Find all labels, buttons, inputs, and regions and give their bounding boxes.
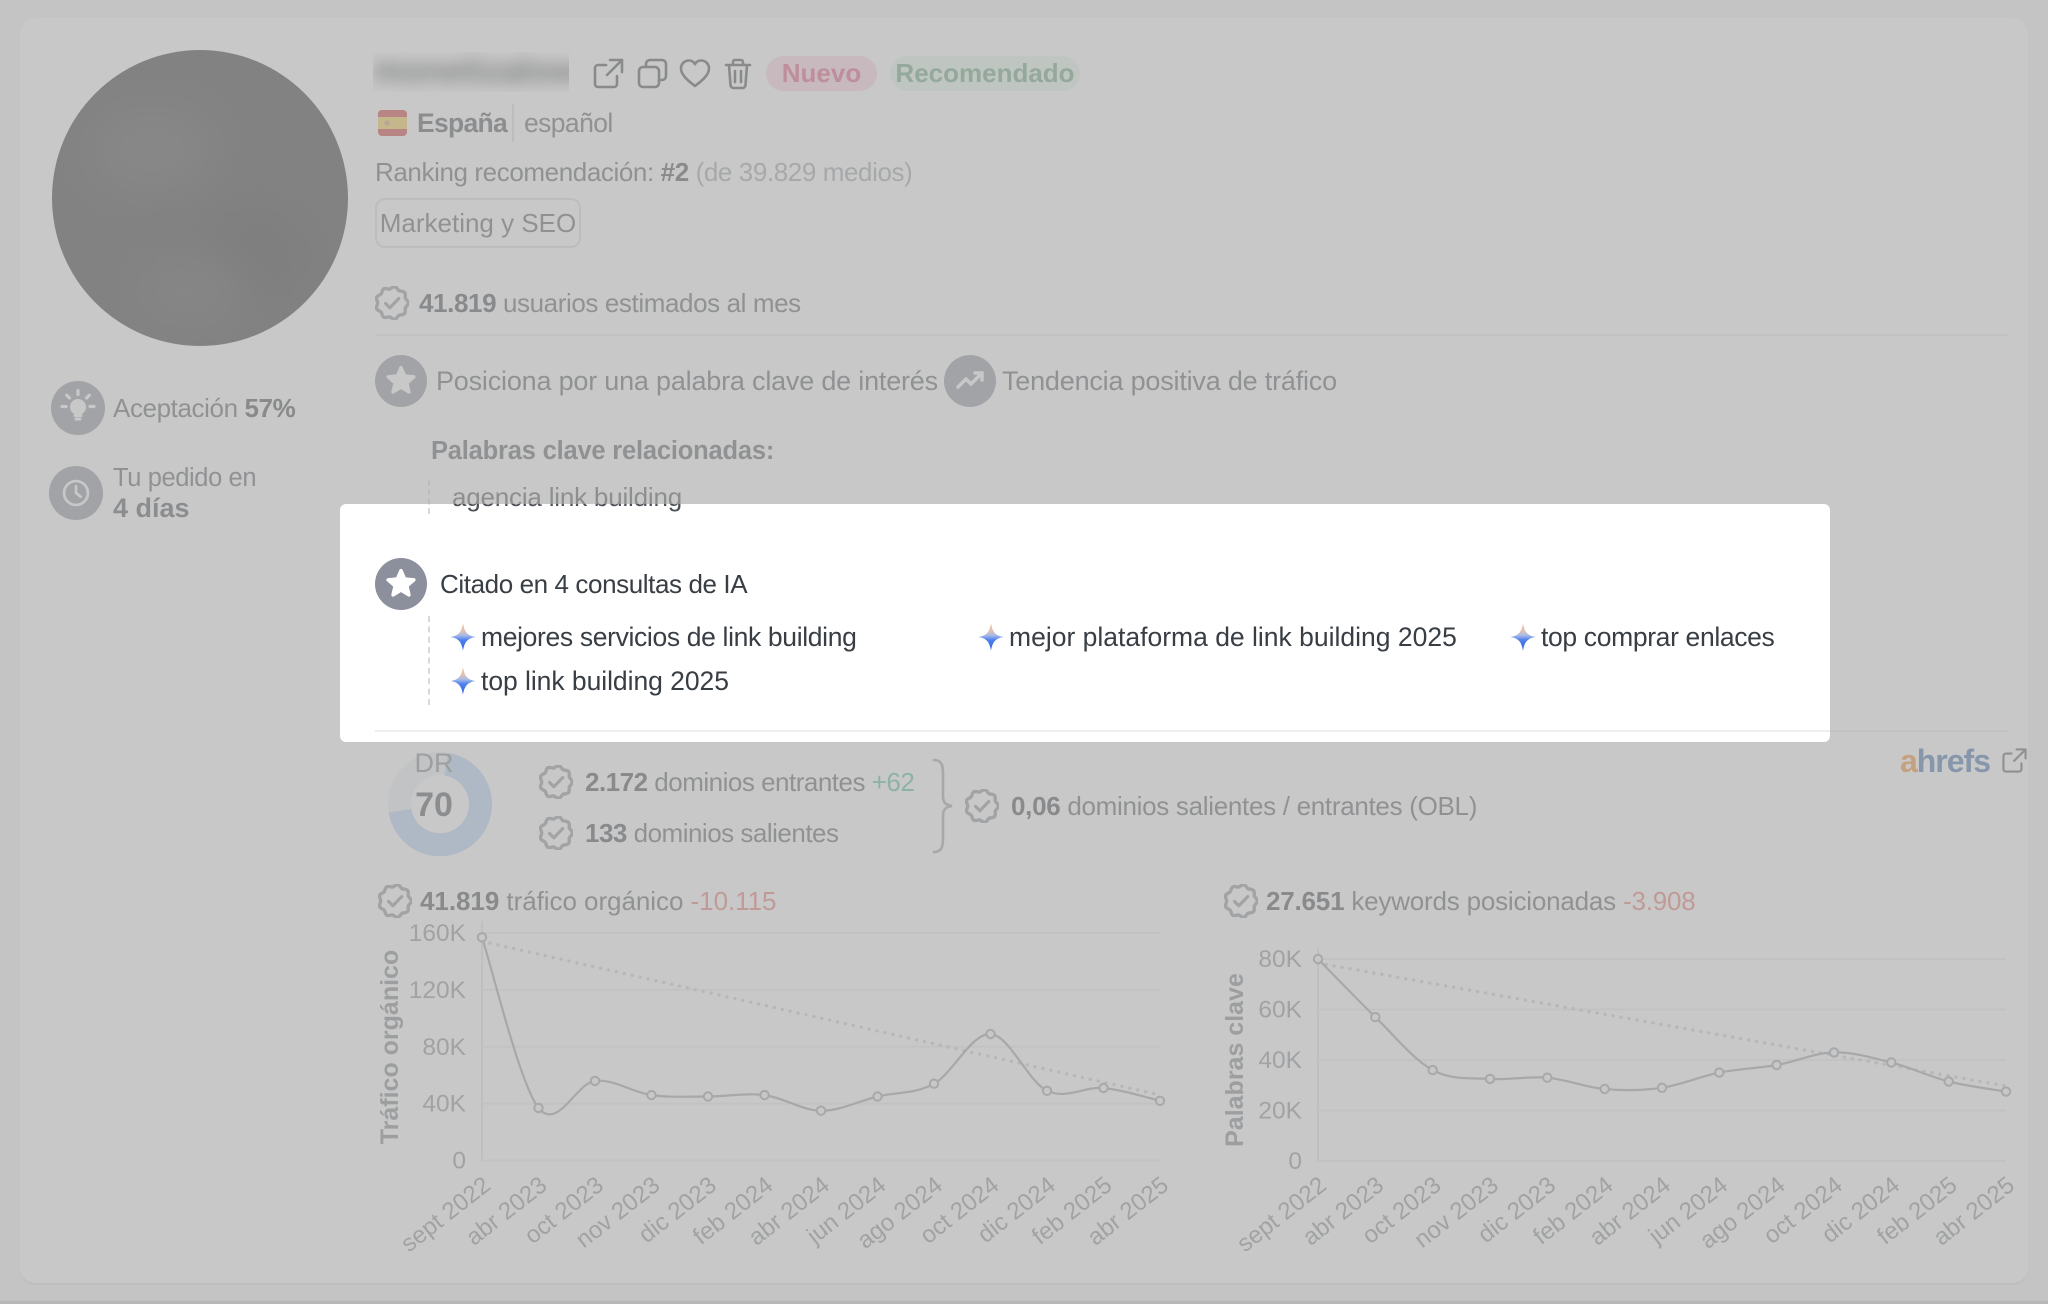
svg-text:160K: 160K [409,920,467,947]
svg-text:80K: 80K [1258,946,1302,973]
svg-text:0: 0 [1288,1148,1302,1175]
svg-text:60K: 60K [1258,997,1302,1024]
svg-text:0: 0 [452,1148,466,1175]
svg-text:Palabras clave: Palabras clave [1221,973,1249,1147]
svg-text:40K: 40K [1258,1047,1302,1074]
svg-text:120K: 120K [409,977,467,1004]
svg-text:Tráfico orgánico: Tráfico orgánico [376,950,404,1144]
svg-text:40K: 40K [422,1091,466,1118]
svg-text:20K: 20K [1258,1098,1302,1125]
svg-text:80K: 80K [422,1034,466,1061]
